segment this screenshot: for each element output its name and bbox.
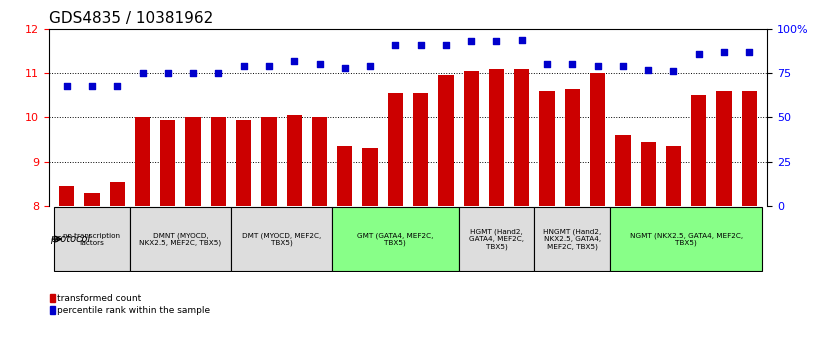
FancyBboxPatch shape: [231, 207, 332, 271]
Bar: [489, 69, 504, 363]
Text: no transcription
factors: no transcription factors: [64, 233, 121, 246]
Text: DMNT (MYOCD,
NKX2.5, MEF2C, TBX5): DMNT (MYOCD, NKX2.5, MEF2C, TBX5): [140, 232, 221, 246]
Bar: [312, 118, 327, 363]
Point: [263, 63, 276, 69]
Point: [364, 63, 377, 69]
Bar: [236, 120, 251, 363]
Bar: [590, 73, 605, 363]
Bar: [286, 115, 302, 363]
Point: [565, 61, 579, 67]
Bar: [51, 294, 55, 302]
Point: [414, 42, 427, 48]
Bar: [666, 146, 681, 363]
Point: [439, 42, 452, 48]
Bar: [84, 193, 100, 363]
Bar: [51, 306, 55, 314]
Point: [86, 83, 99, 89]
Text: NGMT (NKX2.5, GATA4, MEF2C,
TBX5): NGMT (NKX2.5, GATA4, MEF2C, TBX5): [630, 232, 743, 246]
FancyBboxPatch shape: [534, 207, 610, 271]
Bar: [388, 93, 403, 363]
Bar: [337, 146, 353, 363]
Bar: [135, 118, 150, 363]
Bar: [716, 91, 732, 363]
Point: [212, 70, 225, 76]
Bar: [160, 120, 175, 363]
FancyBboxPatch shape: [459, 207, 534, 271]
Text: protocol: protocol: [51, 234, 91, 244]
Point: [616, 63, 629, 69]
Bar: [211, 118, 226, 363]
Text: GMT (GATA4, MEF2C,
TBX5): GMT (GATA4, MEF2C, TBX5): [357, 232, 433, 246]
Point: [237, 63, 251, 69]
Point: [515, 37, 528, 42]
Bar: [742, 91, 757, 363]
FancyBboxPatch shape: [332, 207, 459, 271]
Text: percentile rank within the sample: percentile rank within the sample: [56, 306, 210, 315]
Point: [667, 69, 680, 74]
Point: [743, 49, 756, 55]
Bar: [641, 142, 656, 363]
Text: HGMT (Hand2,
GATA4, MEF2C,
TBX5): HGMT (Hand2, GATA4, MEF2C, TBX5): [469, 229, 524, 250]
Point: [111, 83, 124, 89]
Point: [162, 70, 175, 76]
Bar: [463, 71, 479, 363]
Bar: [691, 95, 707, 363]
Point: [490, 38, 503, 44]
Bar: [514, 69, 530, 363]
FancyBboxPatch shape: [130, 207, 231, 271]
Bar: [413, 93, 428, 363]
Bar: [362, 148, 378, 363]
Point: [692, 51, 705, 57]
Point: [288, 58, 301, 64]
Point: [339, 65, 352, 71]
FancyBboxPatch shape: [610, 207, 762, 271]
Point: [60, 83, 73, 89]
Bar: [261, 118, 277, 363]
Bar: [615, 135, 631, 363]
Text: DMT (MYOCD, MEF2C,
TBX5): DMT (MYOCD, MEF2C, TBX5): [242, 232, 322, 246]
Bar: [109, 182, 125, 363]
Point: [136, 70, 149, 76]
Point: [389, 42, 402, 48]
Text: transformed count: transformed count: [56, 294, 141, 303]
Bar: [438, 76, 454, 363]
Point: [641, 67, 654, 73]
Point: [540, 61, 553, 67]
Point: [464, 38, 477, 44]
Point: [313, 61, 326, 67]
Point: [717, 49, 730, 55]
Text: GDS4835 / 10381962: GDS4835 / 10381962: [49, 12, 213, 26]
Point: [187, 70, 200, 76]
Bar: [59, 186, 74, 363]
Bar: [185, 118, 201, 363]
Bar: [565, 89, 580, 363]
Text: HNGMT (Hand2,
NKX2.5, GATA4,
MEF2C, TBX5): HNGMT (Hand2, NKX2.5, GATA4, MEF2C, TBX5…: [543, 229, 601, 250]
Bar: [539, 91, 555, 363]
FancyBboxPatch shape: [54, 207, 130, 271]
Point: [591, 63, 604, 69]
